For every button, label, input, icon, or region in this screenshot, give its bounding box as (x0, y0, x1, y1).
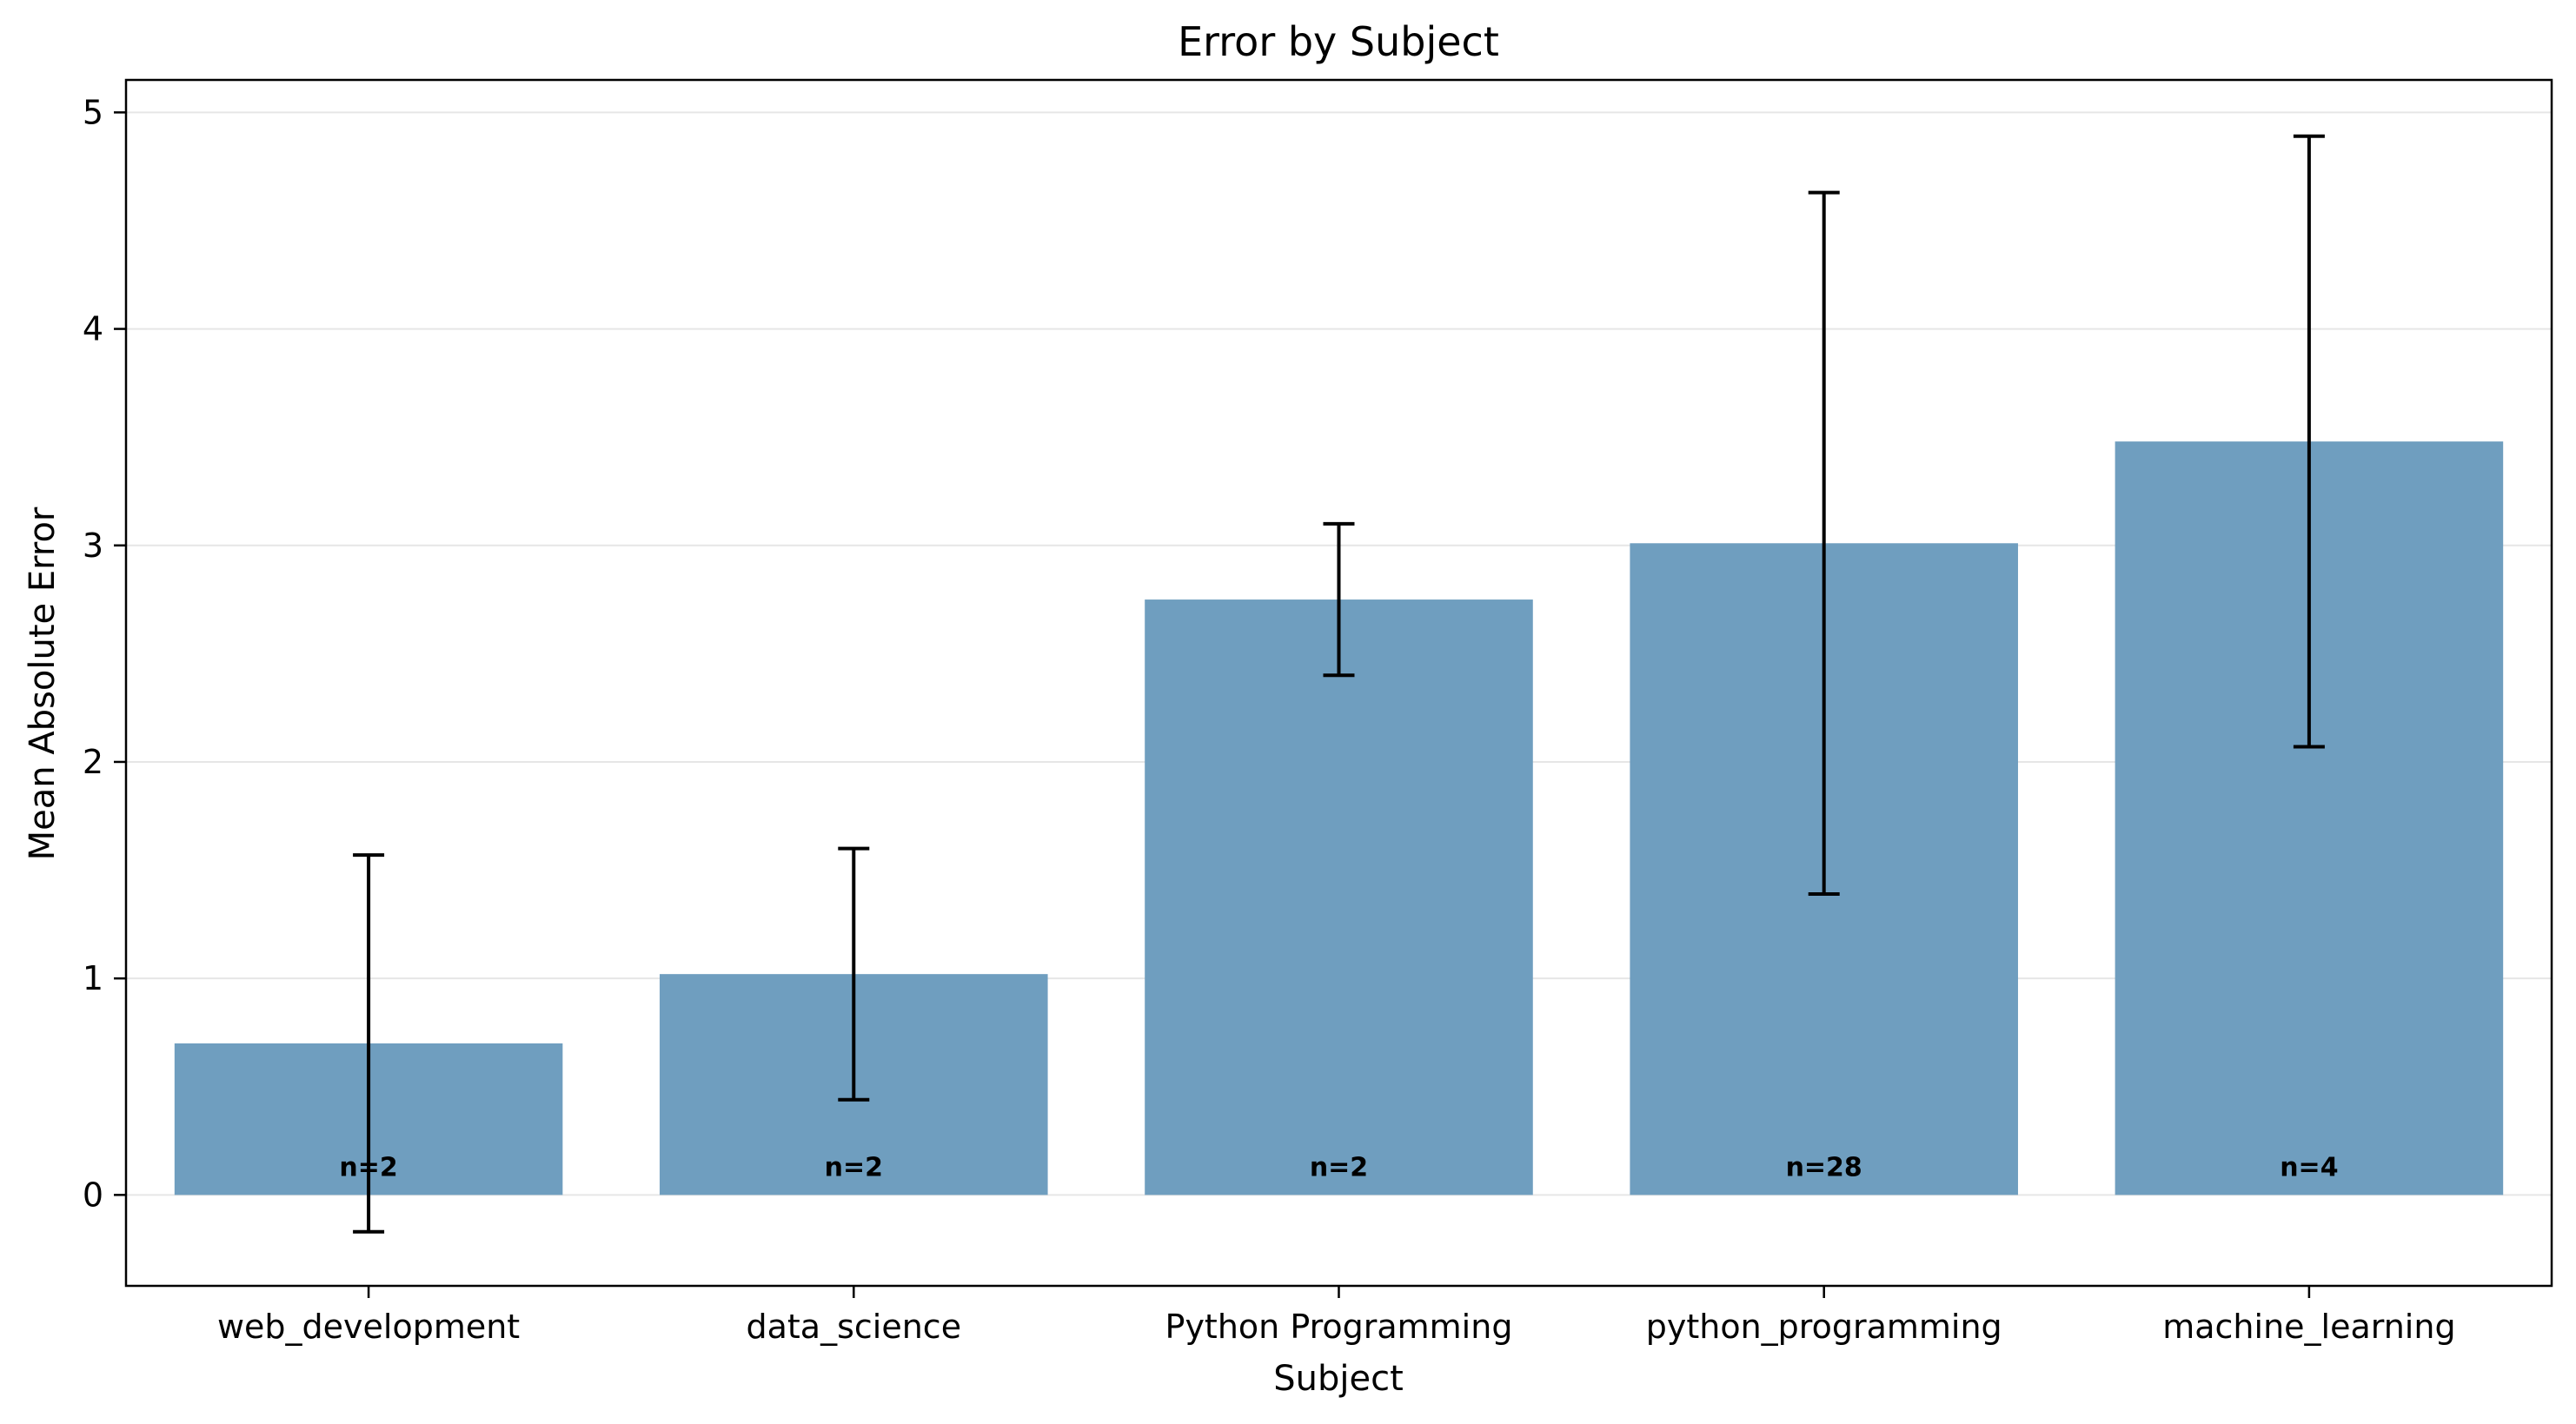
y-tick-label: 4 (83, 310, 103, 348)
count-labels: n=2 n=2 n=2 n=28 n=4 (339, 1152, 2338, 1182)
y-axis-label: Mean Absolute Error (23, 507, 63, 860)
count-label: n=28 (1786, 1152, 1862, 1182)
chart-title: Error by Subject (1178, 18, 1499, 65)
count-label: n=2 (1310, 1152, 1368, 1182)
x-tick-label: data_science (747, 1308, 962, 1346)
bar (1145, 599, 1533, 1195)
y-tick-label: 5 (83, 93, 103, 131)
x-tick-label: python_programming (1646, 1308, 2002, 1346)
x-tick-label: web_development (217, 1308, 520, 1346)
x-axis-label: Subject (1273, 1359, 1404, 1399)
y-tick-label: 2 (83, 743, 103, 781)
count-label: n=4 (2280, 1152, 2338, 1182)
y-tick-label: 0 (83, 1176, 103, 1214)
x-tick-label: machine_learning (2162, 1308, 2455, 1346)
x-axis-ticks: web_development data_science Python Progra… (217, 1286, 2456, 1346)
y-tick-label: 3 (83, 527, 103, 565)
y-axis-ticks: 0 1 2 3 4 5 (83, 93, 126, 1214)
count-label: n=2 (825, 1152, 883, 1182)
x-tick-label: Python Programming (1165, 1308, 1513, 1346)
y-tick-label: 1 (83, 959, 103, 997)
error-bars (353, 134, 2325, 1234)
count-label: n=2 (339, 1152, 397, 1182)
